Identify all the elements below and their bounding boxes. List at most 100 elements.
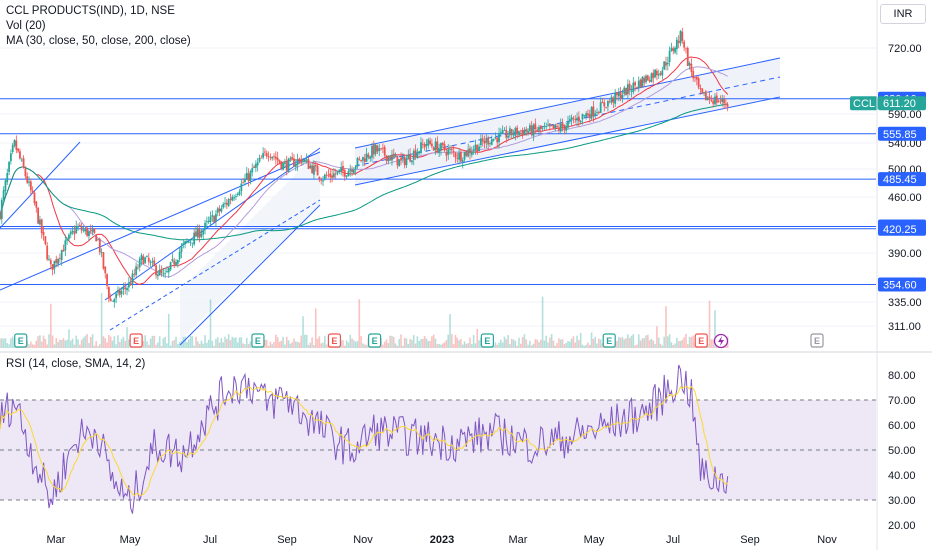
volume-bar xyxy=(405,338,408,348)
candle-body xyxy=(227,199,230,207)
volume-bar xyxy=(111,340,114,348)
dividend-marker-1[interactable]: E xyxy=(327,333,342,348)
candle-body xyxy=(679,30,682,44)
currency-selector[interactable]: INR xyxy=(880,4,926,24)
candle-body xyxy=(298,158,301,160)
candle-body xyxy=(169,262,172,270)
trendline-e[interactable] xyxy=(109,199,321,331)
candle-body xyxy=(68,234,70,240)
candle-body xyxy=(409,154,412,162)
volume-bar xyxy=(189,335,192,348)
candle-body xyxy=(144,257,147,263)
volume-bar xyxy=(636,344,638,348)
trendline-c[interactable] xyxy=(104,147,321,301)
candle-body xyxy=(641,76,644,88)
candle-body xyxy=(695,76,698,80)
candle-body xyxy=(334,173,337,175)
event-markers[interactable]: E E E E E EE E E xyxy=(14,333,824,349)
horizontal-levels[interactable] xyxy=(0,98,876,286)
ma50-line xyxy=(0,66,728,278)
ma-legend[interactable]: MA (30, close, 50, close, 200, close) xyxy=(6,34,191,49)
candle-body xyxy=(440,143,442,151)
volume-bar xyxy=(454,334,457,348)
volume-bar xyxy=(623,339,626,348)
candle-body xyxy=(519,130,522,132)
time-axis[interactable]: Mar May Jul Sep Nov 2023 Mar May Jul Sep Nov xyxy=(47,0,878,550)
earnings-marker-3-box xyxy=(480,333,494,348)
candle-body xyxy=(267,156,270,157)
earnings-marker-3[interactable]: E xyxy=(480,333,494,348)
earnings-marker-0[interactable]: E xyxy=(14,333,28,348)
volume-legend[interactable]: Vol (20) xyxy=(6,19,46,34)
candle-body xyxy=(621,95,624,98)
candle-body xyxy=(670,47,673,51)
trendline-a[interactable] xyxy=(0,141,81,229)
earnings-marker-4[interactable]: E xyxy=(602,333,616,348)
earnings-marker-2-label: E xyxy=(372,336,378,346)
candle-body xyxy=(677,40,680,43)
candle-body xyxy=(507,135,510,138)
volume-bar xyxy=(561,339,564,348)
earnings-marker-1[interactable]: E xyxy=(251,333,265,348)
channel-lower[interactable] xyxy=(354,96,781,186)
candle-body xyxy=(64,240,67,251)
time-label-5: 2023 xyxy=(430,534,454,546)
volume-bar xyxy=(108,335,110,348)
volume-bar xyxy=(126,327,128,348)
candle-body xyxy=(588,113,591,119)
volume-bar xyxy=(62,338,65,348)
symbol-legend[interactable]: CCL PRODUCTS(IND), 1D, NSE xyxy=(6,4,175,19)
volume-bar xyxy=(469,337,471,348)
candle-body xyxy=(347,171,350,177)
volume-bar xyxy=(86,334,88,348)
candle-body xyxy=(371,145,373,158)
volume-bar xyxy=(157,342,159,348)
candle-body xyxy=(612,97,615,103)
earnings-marker-5[interactable]: E xyxy=(810,333,824,348)
candle-body xyxy=(614,92,617,104)
volume-bar xyxy=(382,344,384,348)
rsi-band xyxy=(0,351,932,501)
price-axis[interactable]: 311.00335.00390.00460.00500.00540.00590.… xyxy=(888,43,922,333)
rsi-axis[interactable]: 20.00 30.00 40.00 50.00 60.00 70.00 80.00 xyxy=(888,370,916,532)
split-marker-0[interactable] xyxy=(713,333,729,349)
candle-body xyxy=(316,165,319,176)
volume-bar xyxy=(245,337,248,348)
candle-body xyxy=(498,133,500,143)
candle-body xyxy=(601,101,604,104)
candle-body xyxy=(634,82,637,86)
candle-body xyxy=(724,103,727,105)
candle-body xyxy=(418,151,421,153)
candle-body xyxy=(216,208,219,213)
candle-body xyxy=(458,152,461,160)
candle-body xyxy=(325,174,328,176)
price-grid xyxy=(0,47,876,327)
rsi-legend[interactable]: RSI (14, close, SMA, 14, 2) xyxy=(6,357,145,372)
trend-lines[interactable] xyxy=(0,57,781,346)
volume-bar xyxy=(300,335,303,348)
candle-body xyxy=(6,172,9,183)
volume-bar xyxy=(545,335,548,348)
candle-body xyxy=(362,156,364,161)
volume-bar xyxy=(224,336,226,348)
candle-body xyxy=(294,163,297,167)
trendline-d[interactable] xyxy=(179,204,321,346)
candle-body xyxy=(182,243,185,245)
candle-body xyxy=(329,173,332,177)
candle-body xyxy=(98,238,101,253)
dividend-marker-2[interactable]: E xyxy=(694,333,708,348)
candle-body xyxy=(332,173,335,178)
volume-bar xyxy=(621,337,624,348)
volume-bar xyxy=(708,300,711,348)
earnings-marker-2[interactable]: E xyxy=(367,333,382,348)
candle-body xyxy=(663,61,666,70)
candle-body xyxy=(254,163,257,168)
candle-body xyxy=(231,196,234,201)
dividend-marker-0[interactable]: E xyxy=(129,333,143,348)
candle-body xyxy=(215,213,217,222)
volume-bar xyxy=(11,336,14,348)
volume-bar xyxy=(271,344,273,348)
candle-body xyxy=(273,156,275,158)
channel-upper[interactable] xyxy=(354,57,781,149)
